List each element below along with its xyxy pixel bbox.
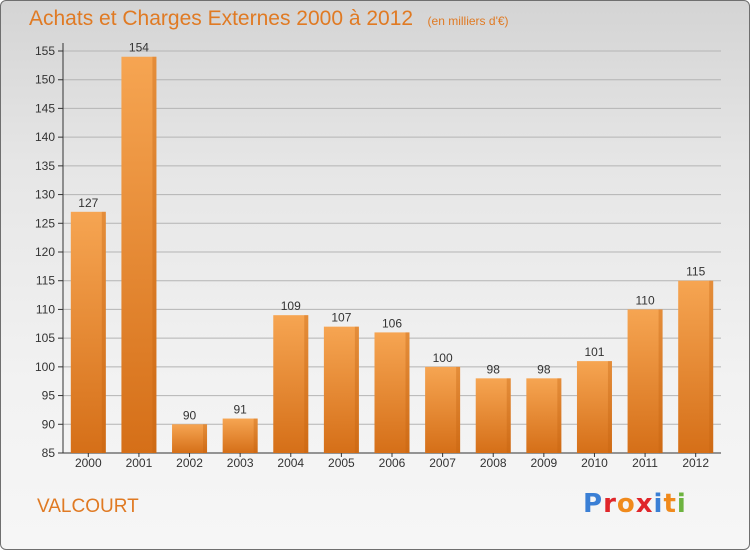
bar <box>374 332 410 453</box>
x-tick-label: 2011 <box>632 456 658 470</box>
x-tick-label: 2001 <box>126 456 153 470</box>
x-tick-label: 2002 <box>176 456 203 470</box>
proxiti-logo[interactable]: Proxiti <box>583 489 687 519</box>
bar-value-label: 107 <box>331 311 351 325</box>
y-tick-label: 95 <box>42 389 56 403</box>
bar <box>475 378 511 453</box>
bar <box>273 315 309 453</box>
bar-value-label: 91 <box>233 403 247 417</box>
y-tick-label: 140 <box>35 130 55 144</box>
y-tick-label: 135 <box>35 159 55 173</box>
logo-letter: r <box>603 489 617 519</box>
bar-shade <box>304 315 309 453</box>
y-tick-label: 150 <box>35 73 55 87</box>
title-row: Achats et Charges Externes 2000 à 2012 (… <box>29 7 509 31</box>
x-tick-label: 2005 <box>328 456 355 470</box>
y-tick-label: 105 <box>35 331 55 345</box>
bar <box>121 56 157 453</box>
x-tick-label: 2007 <box>429 456 456 470</box>
x-tick-label: 2009 <box>530 456 557 470</box>
logo-letter: i <box>676 489 687 519</box>
bar-shade <box>203 424 208 453</box>
y-tick-label: 125 <box>35 216 55 230</box>
x-tick-label: 2010 <box>581 456 608 470</box>
bar <box>627 309 663 453</box>
bar-shade <box>456 366 461 453</box>
logo-letter: P <box>583 489 604 519</box>
chart-title: Achats et Charges Externes 2000 à 2012 <box>29 7 414 30</box>
logo-letter: t <box>663 489 677 519</box>
bar <box>70 211 106 453</box>
bar-value-label: 110 <box>636 293 655 307</box>
x-tick-label: 2004 <box>277 456 304 470</box>
bar-value-label: 127 <box>78 196 98 210</box>
y-tick-label: 145 <box>35 101 55 115</box>
bar-shade <box>607 361 612 453</box>
x-tick-label: 2008 <box>480 456 507 470</box>
y-tick-label: 115 <box>36 274 55 288</box>
bar <box>526 378 562 453</box>
bar-shade <box>709 280 714 453</box>
y-tick-label: 110 <box>36 302 55 316</box>
y-tick-label: 100 <box>35 360 55 374</box>
y-tick-label: 85 <box>42 446 56 460</box>
commune-name: VALCOURT <box>37 496 139 517</box>
y-tick-label: 90 <box>42 417 56 431</box>
logo-letter: i <box>653 489 664 519</box>
bar-shade <box>405 332 410 453</box>
bar-value-label: 106 <box>382 316 402 330</box>
chart-subtitle: (en milliers d'€) <box>427 14 509 28</box>
bar-shade <box>253 418 258 453</box>
x-tick-label: 2003 <box>227 456 254 470</box>
bar <box>222 418 258 453</box>
bar-shade <box>354 326 359 453</box>
bar-shade <box>658 309 663 453</box>
y-tick-label: 130 <box>35 188 55 202</box>
bar <box>678 280 714 453</box>
bar-shade <box>152 56 157 453</box>
bar <box>425 366 461 453</box>
bar <box>172 424 208 453</box>
bar <box>323 326 359 453</box>
logo-letter: x <box>635 489 654 519</box>
x-tick-label: 2012 <box>682 456 709 470</box>
bar-value-label: 100 <box>433 351 453 365</box>
x-tick-label: 2000 <box>75 456 102 470</box>
bar-value-label: 109 <box>281 299 301 313</box>
x-tick-label: 2006 <box>379 456 406 470</box>
bar-shade <box>101 211 106 453</box>
bar-value-label: 154 <box>129 41 149 55</box>
bar <box>576 361 612 453</box>
logo-letter: o <box>616 489 636 519</box>
bar-shade <box>557 378 562 453</box>
y-tick-label: 120 <box>35 245 55 259</box>
bar-value-label: 115 <box>686 265 705 279</box>
bar-shade <box>506 378 511 453</box>
bar-value-label: 98 <box>537 362 551 376</box>
bar-value-label: 98 <box>487 362 501 376</box>
bar-value-label: 90 <box>183 408 197 422</box>
bar-value-label: 101 <box>584 345 604 359</box>
y-tick-label: 155 <box>35 44 55 58</box>
